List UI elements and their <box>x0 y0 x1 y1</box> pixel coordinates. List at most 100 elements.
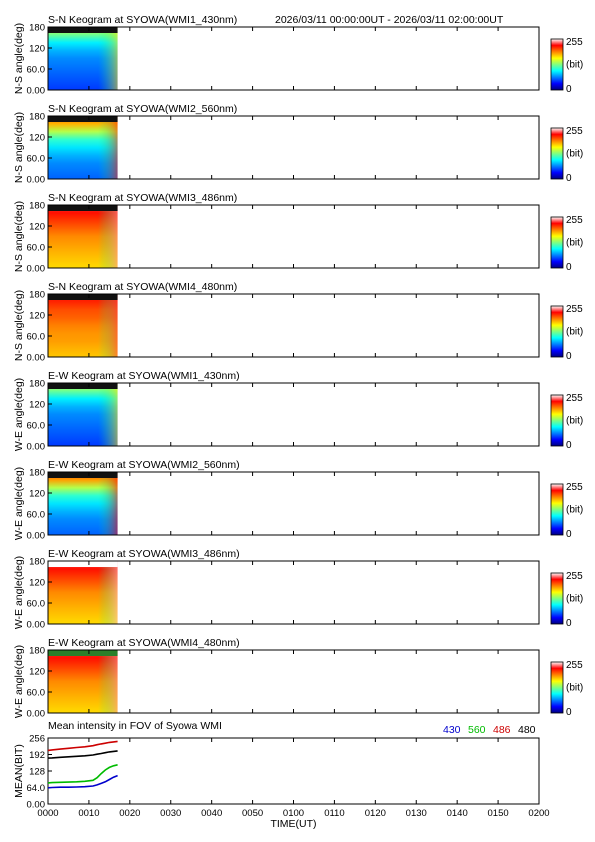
y-tick-label: 180 <box>29 557 45 568</box>
colorbar-min-label: 0 <box>566 262 572 273</box>
series-line-480 <box>47 750 118 759</box>
x-axis-label: TIME(UT) <box>270 818 316 830</box>
y-tick-label: 180 <box>29 468 45 479</box>
colorbar-unit-label: (bit) <box>566 416 583 427</box>
y-tick-label: 60.0 <box>27 332 46 343</box>
y-tick-label: 180 <box>29 201 45 212</box>
colorbar-min-label: 0 <box>566 707 572 718</box>
y-axis-label: N-S angle(deg) <box>13 290 25 361</box>
colorbar-unit-label: (bit) <box>566 683 583 694</box>
y-tick-label: 60.0 <box>27 599 46 610</box>
keogram-transition <box>98 561 118 624</box>
colorbar <box>550 394 564 447</box>
y-tick-label: 180 <box>29 112 45 123</box>
colorbar-unit-label: (bit) <box>566 238 583 249</box>
y-tick-label: 120 <box>29 133 45 144</box>
keogram-panel: S-N Keogram at SYOWA(WMI1_430nm) 2026/03/… <box>13 14 583 97</box>
y-tick-label: 120 <box>29 489 45 500</box>
y-tick-label: 0.00 <box>27 531 46 542</box>
colorbar-max-label: 255 <box>566 571 583 582</box>
colorbar <box>550 216 564 269</box>
x-tick-label: 0200 <box>528 808 549 819</box>
colorbar-min-label: 0 <box>566 529 572 540</box>
y-tick-label: 60.0 <box>27 688 46 699</box>
x-tick-label: 0000 <box>37 808 58 819</box>
panel-frame <box>47 204 540 269</box>
colorbar-max-label: 255 <box>566 660 583 671</box>
y-tick-label: 180 <box>29 379 45 390</box>
x-tick-label: 0100 <box>283 808 304 819</box>
time-range-label: 2026/03/11 00:00:00UT - 2026/03/11 02:00… <box>275 14 504 26</box>
y-tick-label: 180 <box>29 646 45 657</box>
colorbar-unit-label: (bit) <box>566 505 583 516</box>
y-tick-label: 60.0 <box>27 243 46 254</box>
y-axis-label: W-E angle(deg) <box>13 556 25 629</box>
keogram-edge-band <box>48 650 118 656</box>
colorbar-unit-label: (bit) <box>566 60 583 71</box>
y-tick-label: 120 <box>29 44 45 55</box>
keogram-panel: E-W Keogram at SYOWA(WMI1_430nm)180 120 60… <box>13 370 583 453</box>
y-axis-label: N-S angle(deg) <box>13 201 25 272</box>
y-axis-label: N-S angle(deg) <box>13 23 25 94</box>
panel-title: S-N Keogram at SYOWA(WMI4_480nm) <box>48 281 237 293</box>
line-chart-frame <box>47 737 540 805</box>
x-tick-label: 0020 <box>119 808 140 819</box>
y-tick-label: 120 <box>29 578 45 589</box>
colorbar <box>550 127 564 180</box>
colorbar-max-label: 255 <box>566 482 583 493</box>
y-tick-label: 0.00 <box>27 709 46 720</box>
x-tick-label: 0050 <box>242 808 263 819</box>
keogram-edge-band <box>48 294 118 300</box>
y-tick-label: 180 <box>29 290 45 301</box>
colorbar <box>550 572 564 625</box>
panel-title: E-W Keogram at SYOWA(WMI3_486nm) <box>48 548 240 560</box>
panel-frame <box>47 649 540 714</box>
keogram-edge-band <box>48 383 118 389</box>
keogram-panel: E-W Keogram at SYOWA(WMI4_480nm)180 120 60… <box>13 637 583 720</box>
colorbar-unit-label: (bit) <box>566 149 583 160</box>
panel-title: S-N Keogram at SYOWA(WMI3_486nm) <box>48 192 237 204</box>
y-axis-label: W-E angle(deg) <box>13 645 25 718</box>
colorbar-min-label: 0 <box>566 173 572 184</box>
series-line-560 <box>47 764 118 784</box>
colorbar <box>550 38 564 91</box>
y-tick-label: 0.00 <box>27 353 46 364</box>
colorbar <box>550 483 564 536</box>
keogram-edge-band <box>48 205 118 211</box>
panel-title: E-W Keogram at SYOWA(WMI4_480nm) <box>48 637 240 649</box>
y-tick-label: 256 <box>29 734 45 745</box>
y-tick-label: 128 <box>29 767 45 778</box>
panel-frame <box>47 560 540 625</box>
x-tick-label: 0140 <box>447 808 468 819</box>
colorbar-min-label: 0 <box>566 351 572 362</box>
series-line-486 <box>47 740 118 752</box>
keogram-panel: S-N Keogram at SYOWA(WMI4_480nm)180 120 60… <box>13 281 583 364</box>
keogram-panel: E-W Keogram at SYOWA(WMI2_560nm)180 120 60… <box>13 459 583 542</box>
keogram-edge-band <box>48 116 118 122</box>
y-tick-label: 120 <box>29 400 45 411</box>
keogram-transition <box>98 650 118 713</box>
y-axis-label: W-E angle(deg) <box>13 467 25 540</box>
y-tick-label: 60.0 <box>27 154 46 165</box>
y-tick-label: 64.0 <box>27 783 46 794</box>
y-tick-label: 0.00 <box>27 264 46 275</box>
y-tick-label: 60.0 <box>27 421 46 432</box>
x-tick-label: 0110 <box>324 808 344 819</box>
legend-item: 486 <box>493 724 511 736</box>
colorbar-max-label: 255 <box>566 215 583 226</box>
colorbar-min-label: 0 <box>566 440 572 451</box>
y-tick-label: 192 <box>29 750 45 761</box>
colorbar-max-label: 255 <box>566 393 583 404</box>
colorbar-unit-label: (bit) <box>566 594 583 605</box>
keogram-panel: E-W Keogram at SYOWA(WMI3_486nm)180 120 60… <box>13 548 583 631</box>
legend-item: 480 <box>518 724 536 736</box>
keogram-edge-band <box>48 561 118 567</box>
y-tick-label: 0.00 <box>27 86 46 97</box>
colorbar-min-label: 0 <box>566 618 572 629</box>
panel-title: S-N Keogram at SYOWA(WMI2_560nm) <box>48 103 237 115</box>
colorbar-unit-label: (bit) <box>566 327 583 338</box>
panel-title: S-N Keogram at SYOWA(WMI1_430nm) <box>48 14 237 26</box>
colorbar <box>550 305 564 358</box>
keogram-transition <box>98 472 118 535</box>
